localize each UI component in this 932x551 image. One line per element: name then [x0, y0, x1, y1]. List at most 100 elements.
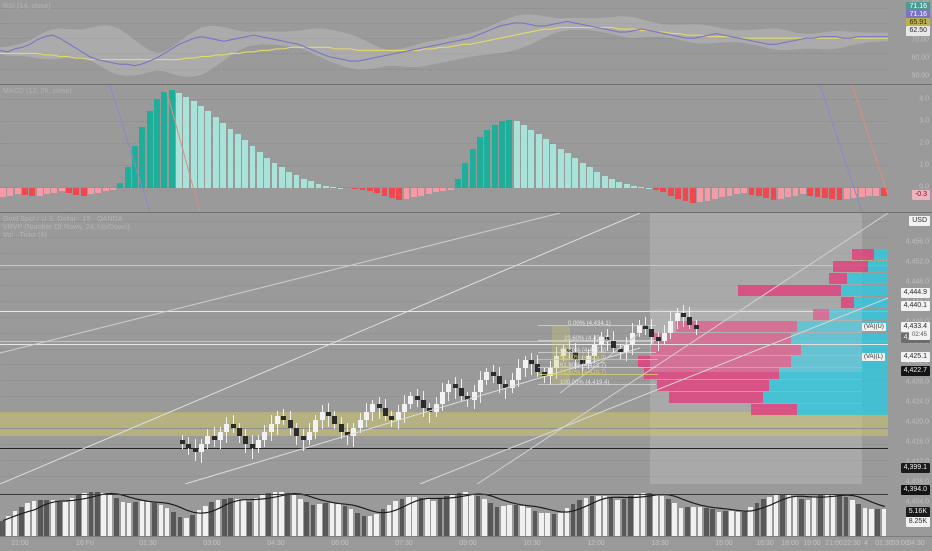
candlestick[interactable] [611, 341, 616, 349]
candlestick[interactable] [377, 404, 382, 408]
candlestick[interactable] [402, 404, 407, 412]
vah-badge[interactable]: (VA)(U) [862, 323, 886, 331]
macd-plot[interactable] [0, 85, 888, 212]
candlestick[interactable] [358, 420, 363, 428]
volume-profile-sell-bar[interactable] [738, 285, 841, 296]
candlestick[interactable] [687, 317, 692, 325]
candlestick[interactable] [491, 372, 496, 376]
candlestick[interactable] [237, 428, 242, 436]
volume-profile-sell-bar[interactable] [841, 297, 854, 308]
volume-profile-buy-bar[interactable] [868, 261, 888, 272]
candlestick[interactable] [662, 333, 667, 341]
poc-line[interactable] [0, 448, 888, 449]
candlestick[interactable] [256, 440, 261, 448]
candlestick[interactable] [275, 416, 280, 424]
price-axis-badge[interactable]: 4,422.7 [901, 366, 930, 376]
candlestick[interactable] [389, 416, 394, 420]
volume-profile-sell-bar[interactable] [751, 404, 798, 415]
candlestick[interactable] [269, 424, 274, 432]
rsi-price-axis[interactable]: 90.0080.0070.0060.0050.0071.1671.1665.91… [888, 0, 932, 84]
volume-profile-buy-bar[interactable] [841, 285, 888, 296]
volume-profile-buy-bar[interactable] [874, 249, 888, 260]
volume-profile-buy-bar[interactable] [854, 297, 888, 308]
candlestick[interactable] [345, 432, 350, 436]
price-axis-badge[interactable]: 4,394.0 [901, 485, 930, 495]
candlestick[interactable] [243, 436, 248, 444]
candlestick[interactable] [250, 444, 255, 448]
candlestick[interactable] [224, 424, 229, 432]
candlestick[interactable] [180, 440, 185, 444]
price-axis-badge[interactable]: USD [909, 216, 930, 226]
candlestick[interactable] [199, 444, 204, 452]
candlestick[interactable] [351, 428, 356, 436]
candlestick[interactable] [281, 416, 286, 420]
resistance-line-yellow[interactable] [0, 265, 888, 266]
candlestick[interactable] [465, 396, 470, 400]
price-axis[interactable]: 4,456.04,452.04,448.04,444.04,440.04,436… [888, 213, 932, 536]
candlestick[interactable] [408, 396, 413, 404]
volume-profile-sell-bar[interactable] [833, 261, 867, 272]
volume-profile-buy-bar[interactable] [769, 380, 888, 391]
candlestick[interactable] [656, 337, 661, 341]
candlestick[interactable] [434, 404, 439, 412]
candlestick[interactable] [231, 424, 236, 428]
candlestick[interactable] [453, 384, 458, 388]
candlestick[interactable] [529, 360, 534, 364]
candlestick[interactable] [459, 388, 464, 396]
candlestick[interactable] [510, 380, 515, 388]
val-badge[interactable]: (VA)(L) [862, 353, 885, 361]
candlestick[interactable] [503, 384, 508, 388]
price-axis-badge[interactable]: 8.25K [906, 517, 930, 527]
candlestick[interactable] [370, 404, 375, 412]
candlestick[interactable] [668, 321, 673, 333]
price-axis-badge[interactable]: 4,444.9 [901, 288, 930, 298]
candlestick[interactable] [364, 412, 369, 420]
volume-profile-sell-bar[interactable] [669, 392, 763, 403]
candlestick[interactable] [415, 396, 420, 400]
candlestick[interactable] [497, 376, 502, 384]
price-plot[interactable]: 27.80% (4,441.1)0.00% (4,434.1)23.60% (4… [0, 213, 888, 484]
candlestick[interactable] [630, 333, 635, 345]
price-axis-badge[interactable]: 4,425.1 [901, 352, 930, 362]
volume-profile-buy-bar[interactable] [797, 404, 888, 415]
candlestick[interactable] [649, 329, 654, 337]
candlestick[interactable] [396, 412, 401, 420]
candlestick[interactable] [535, 364, 540, 372]
candlestick[interactable] [288, 420, 293, 428]
candlestick[interactable] [326, 412, 331, 416]
candlestick[interactable] [339, 424, 344, 432]
candlestick[interactable] [694, 325, 699, 329]
candlestick[interactable] [478, 380, 483, 392]
candlestick[interactable] [332, 416, 337, 424]
candlestick[interactable] [307, 432, 312, 440]
axis-price-badge[interactable]: 62.50 [906, 26, 930, 36]
price-axis-badge[interactable]: 4,399.1 [901, 463, 930, 473]
fib-retracement-box[interactable] [552, 325, 570, 384]
candlestick[interactable] [523, 360, 528, 368]
volume-plot[interactable] [0, 484, 888, 536]
price-axis-badge[interactable]: 4,440.1 [901, 301, 930, 311]
candlestick[interactable] [205, 436, 210, 444]
rsi-plot[interactable] [0, 0, 888, 84]
candlestick[interactable] [440, 392, 445, 404]
volume-profile-buy-bar[interactable] [763, 392, 888, 403]
candlestick[interactable] [446, 384, 451, 392]
candlestick[interactable] [212, 436, 217, 440]
candlestick[interactable] [218, 432, 223, 440]
candlestick[interactable] [313, 420, 318, 432]
candlestick[interactable] [427, 408, 432, 412]
price-axis-badge[interactable]: 5.16K [906, 507, 930, 517]
candlestick[interactable] [472, 392, 477, 400]
candlestick[interactable] [383, 408, 388, 416]
volume-profile-buy-bar[interactable] [847, 273, 888, 284]
volume-profile-sell-bar[interactable] [852, 249, 874, 260]
candlestick[interactable] [681, 313, 686, 317]
candlestick[interactable] [193, 448, 198, 452]
candlestick[interactable] [186, 444, 191, 448]
axis-price-badge[interactable]: -0.3 [912, 190, 930, 200]
candlestick[interactable] [484, 372, 489, 380]
